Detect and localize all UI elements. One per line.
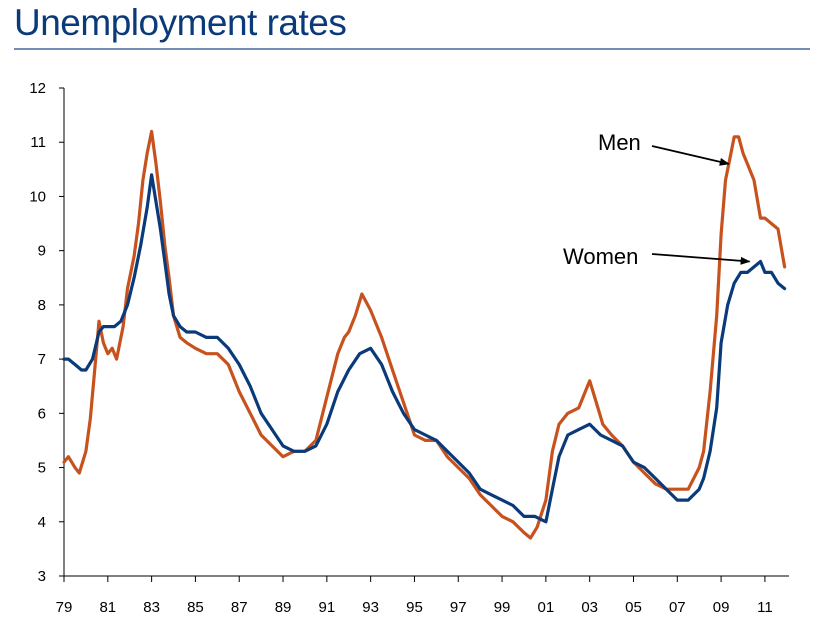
annotation-women: Women (563, 244, 638, 269)
chart-axes (63, 88, 789, 577)
x-tick-label: 85 (187, 599, 204, 616)
x-tick-label: 89 (275, 599, 292, 616)
y-tick-label: 9 (38, 243, 46, 260)
annotation-arrow-men (651, 145, 730, 166)
x-tick-label: 93 (362, 599, 379, 616)
x-tick-label: 91 (318, 599, 335, 616)
x-tick-label: 09 (713, 599, 730, 616)
x-tick-label: 83 (143, 599, 160, 616)
chart-series (62, 129, 787, 540)
y-tick-label: 12 (29, 80, 46, 97)
y-tick-label: 10 (29, 188, 46, 205)
series-line-men (62, 129, 787, 540)
y-tick-label: 8 (38, 297, 46, 314)
x-tick-label: 95 (406, 599, 423, 616)
x-tick-label: 99 (494, 599, 511, 616)
y-axis-ticks: 3 4 5 6 7 8 9 10 11 12 (29, 80, 64, 585)
y-tick-label: 4 (38, 514, 46, 531)
y-tick-label: 6 (38, 405, 46, 422)
title-rule (14, 48, 810, 50)
annotation-men: Men (598, 130, 641, 155)
x-tick-label: 81 (99, 599, 116, 616)
y-tick-label: 11 (30, 134, 46, 151)
x-tick-label: 79 (56, 599, 73, 616)
x-tick-label: 01 (538, 599, 555, 616)
chart-title: Unemployment rates (14, 2, 347, 43)
series-line-women (62, 173, 787, 524)
x-tick-label: 87 (231, 599, 248, 616)
x-tick-label: 11 (757, 599, 773, 616)
annotation-arrow-women (651, 253, 751, 265)
x-axis-ticks: 79 81 83 85 87 89 91 93 95 97 99 01 03 05 07 09 11 (56, 576, 773, 616)
x-tick-label: 03 (581, 599, 598, 616)
chart-annotations: Men Women (563, 130, 751, 269)
x-tick-label: 05 (625, 599, 642, 616)
y-tick-label: 5 (38, 460, 46, 477)
y-tick-label: 7 (38, 351, 46, 368)
x-tick-label: 97 (450, 599, 467, 616)
y-tick-label: 3 (38, 568, 46, 585)
x-tick-label: 07 (669, 599, 686, 616)
